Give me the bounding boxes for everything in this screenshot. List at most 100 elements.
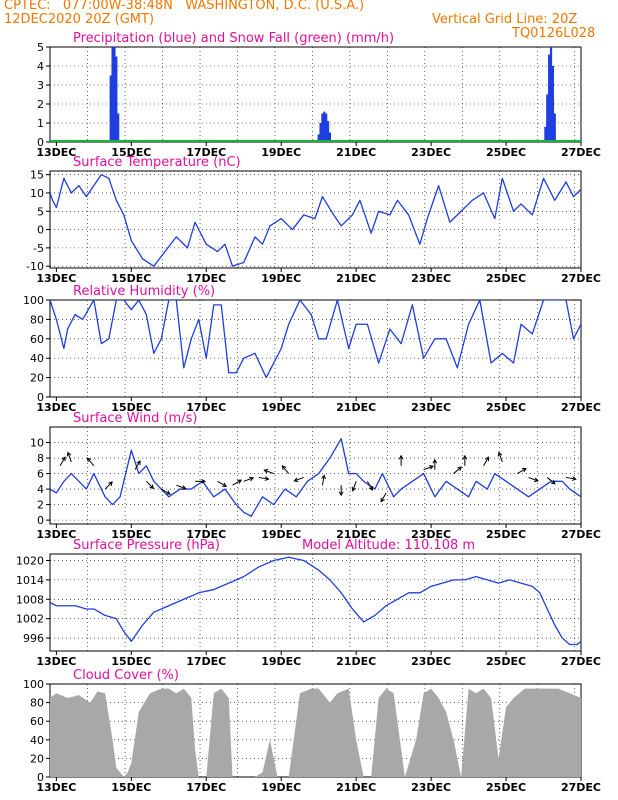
precip-bar — [326, 121, 330, 142]
wind-arrow — [134, 460, 141, 470]
precip-bar — [111, 47, 114, 142]
precip-bar — [544, 126, 547, 142]
temperature-frame — [49, 170, 582, 269]
temperature-xtick-label: 15DEC — [111, 272, 151, 285]
wind-ytick-label: 6 — [37, 468, 44, 481]
wind-arrow — [281, 465, 290, 474]
wind-xtick-label: 25DEC — [486, 528, 526, 541]
humidity-ytick-label: 20 — [30, 372, 44, 385]
wind-arrow — [321, 475, 325, 486]
wind-arrow-head — [181, 485, 187, 490]
wind-ytick-label: 10 — [30, 437, 44, 450]
precip-ytick-label: 3 — [37, 79, 44, 92]
pressure-ytick-label: 1020 — [16, 554, 44, 567]
pressure-title: Surface Pressure (hPa) — [73, 538, 220, 553]
pressure-line — [50, 556, 581, 646]
humidity-xtick-label: 27DEC — [561, 401, 601, 414]
wind-arrow — [243, 477, 254, 482]
pressure-xtick-label: 23DEC — [411, 655, 451, 668]
precip-xtick-label: 23DEC — [411, 146, 451, 159]
humidity-panel — [46, 299, 582, 401]
temperature-xtick-label: 17DEC — [186, 272, 226, 285]
precip-xtick-label: 17DEC — [186, 146, 226, 159]
wind-ytick-label: 2 — [37, 499, 44, 512]
cloud-ytick-label: 20 — [30, 752, 44, 765]
wind-arrow — [232, 479, 242, 486]
pressure-ytick-label: 1014 — [16, 574, 44, 587]
wind-arrow-head — [457, 466, 463, 472]
humidity-xtick-label: 23DEC — [411, 401, 451, 414]
wind-arrow-head — [571, 476, 577, 481]
temperature-xtick-label: 27DEC — [561, 272, 601, 285]
wind-arrow-head — [321, 474, 326, 480]
wind-arrow-head — [484, 456, 490, 462]
precip-xtick-label: 13DEC — [36, 146, 76, 159]
precip-xtick-label: 19DEC — [261, 146, 301, 159]
wind-arrow-head — [351, 486, 357, 492]
header-datetime: 12DEC2020 20Z (GMT) — [4, 12, 155, 27]
wind-arrow-head — [533, 477, 539, 482]
precip-bar — [551, 66, 554, 142]
wind-arrow — [546, 477, 556, 485]
wind-xtick-label: 13DEC — [36, 528, 76, 541]
wind-arrow — [352, 481, 357, 491]
wind-arrow-head — [432, 458, 438, 464]
wind-arrow — [258, 476, 269, 480]
cloud-xtick-label: 23DEC — [411, 781, 451, 794]
cloud-xtick-label: 17DEC — [186, 781, 226, 794]
temperature-xtick-label: 19DEC — [261, 272, 301, 285]
wind-arrow — [104, 481, 113, 490]
humidity-ytick-label: 60 — [30, 333, 44, 346]
cloud-xtick-label: 13DEC — [36, 781, 76, 794]
cloud-xtick-label: 21DEC — [336, 781, 376, 794]
temperature-ytick-label: 10 — [30, 187, 44, 200]
precip-bar — [553, 113, 556, 142]
cloud-ytick-label: 80 — [30, 697, 44, 710]
pressure-ytick-label: 996 — [23, 632, 44, 645]
precip-xtick-label: 27DEC — [561, 146, 601, 159]
wind-xtick-label: 15DEC — [111, 528, 151, 541]
humidity-ytick-label: 0 — [37, 391, 44, 404]
humidity-xtick-label: 25DEC — [486, 401, 526, 414]
wind-arrow — [380, 492, 387, 502]
wind-arrow — [264, 469, 274, 475]
temperature-panel — [46, 170, 582, 272]
cloud-panel — [46, 683, 582, 781]
pressure-xtick-label: 21DEC — [336, 655, 376, 668]
wind-arrow-head — [237, 479, 243, 484]
wind-frame — [49, 426, 582, 525]
precip-ytick-label: 0 — [37, 136, 44, 149]
precip-bar — [325, 113, 328, 142]
wind-arrow-head — [201, 478, 207, 484]
wind-arrow-head — [281, 465, 287, 470]
wind-ytick-label: 4 — [37, 483, 44, 496]
pressure-xtick-label: 13DEC — [36, 655, 76, 668]
precip-title: Precipitation (blue) and Snow Fall (gree… — [73, 31, 394, 46]
pressure-xtick-label: 15DEC — [111, 655, 151, 668]
wind-xtick-label: 23DEC — [411, 528, 451, 541]
wind-arrow — [87, 457, 95, 467]
pressure-xtick-label: 25DEC — [486, 655, 526, 668]
wind-arrow-head — [61, 456, 66, 462]
wind-arrow — [294, 476, 304, 482]
wind-arrow — [565, 476, 576, 480]
cloud-ytick-label: 40 — [30, 734, 44, 747]
humidity-xtick-label: 13DEC — [36, 401, 76, 414]
wind-arrow-head — [264, 476, 270, 481]
precip-bar — [323, 111, 326, 142]
humidity-ytick-label: 80 — [30, 313, 44, 326]
precip-frame — [49, 46, 582, 143]
wind-arrow-head — [497, 451, 503, 457]
wind-ytick-label: 0 — [37, 514, 44, 527]
pressure-xtick-label: 27DEC — [561, 655, 601, 668]
precip-ytick-label: 2 — [37, 98, 44, 111]
temperature-ytick-label: 5 — [37, 205, 44, 218]
wind-arrow-head — [550, 479, 556, 485]
header-location: CPTEC: 077:00W-38:48N WASHINGTON, D.C. (… — [4, 0, 365, 13]
precip-bar — [548, 54, 551, 142]
precip-ytick-label: 4 — [37, 60, 44, 73]
wind-arrow-head — [66, 451, 72, 457]
temperature-ytick-label: -10 — [26, 260, 44, 273]
temperature-xtick-label: 21DEC — [336, 272, 376, 285]
wind-arrow — [59, 456, 66, 467]
